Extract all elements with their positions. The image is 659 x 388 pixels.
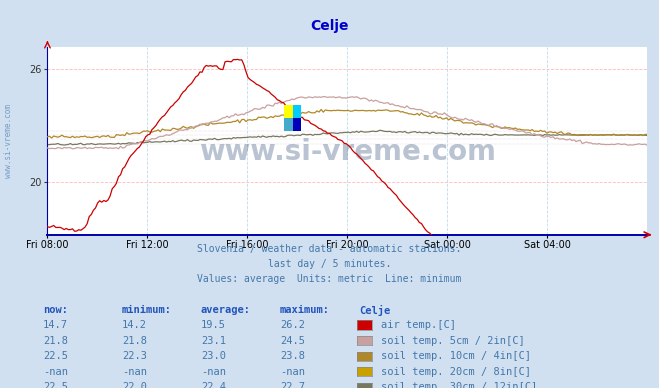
Text: -nan: -nan (122, 367, 147, 377)
Bar (293, 105, 301, 118)
Text: 22.5: 22.5 (43, 382, 68, 388)
Text: www.si-vreme.com: www.si-vreme.com (199, 138, 496, 166)
Text: 23.1: 23.1 (201, 336, 226, 346)
Text: -nan: -nan (201, 367, 226, 377)
Bar (284, 105, 293, 118)
Text: Values: average  Units: metric  Line: minimum: Values: average Units: metric Line: mini… (197, 274, 462, 284)
Text: 22.4: 22.4 (201, 382, 226, 388)
Text: now:: now: (43, 305, 68, 315)
Text: 22.3: 22.3 (122, 351, 147, 361)
Text: 24.5: 24.5 (280, 336, 305, 346)
Text: -nan: -nan (280, 367, 305, 377)
Text: air temp.[C]: air temp.[C] (381, 320, 456, 330)
Text: 21.8: 21.8 (43, 336, 68, 346)
Text: 23.0: 23.0 (201, 351, 226, 361)
Text: soil temp. 20cm / 8in[C]: soil temp. 20cm / 8in[C] (381, 367, 531, 377)
Text: 22.7: 22.7 (280, 382, 305, 388)
Text: soil temp. 10cm / 4in[C]: soil temp. 10cm / 4in[C] (381, 351, 531, 361)
Text: maximum:: maximum: (280, 305, 330, 315)
Text: -nan: -nan (43, 367, 68, 377)
Text: soil temp. 5cm / 2in[C]: soil temp. 5cm / 2in[C] (381, 336, 525, 346)
Bar (293, 118, 301, 131)
Bar (284, 118, 293, 131)
Text: 14.2: 14.2 (122, 320, 147, 330)
Text: minimum:: minimum: (122, 305, 172, 315)
Text: www.si-vreme.com: www.si-vreme.com (4, 104, 13, 178)
Text: soil temp. 30cm / 12in[C]: soil temp. 30cm / 12in[C] (381, 382, 537, 388)
Text: 26.2: 26.2 (280, 320, 305, 330)
Text: Celje: Celje (310, 19, 349, 33)
Text: 21.8: 21.8 (122, 336, 147, 346)
Text: average:: average: (201, 305, 251, 315)
Text: 19.5: 19.5 (201, 320, 226, 330)
Text: last day / 5 minutes.: last day / 5 minutes. (268, 259, 391, 269)
Text: 14.7: 14.7 (43, 320, 68, 330)
Text: 23.8: 23.8 (280, 351, 305, 361)
Text: 22.0: 22.0 (122, 382, 147, 388)
Text: 22.5: 22.5 (43, 351, 68, 361)
Text: Celje: Celje (359, 305, 390, 315)
Text: Slovenia / weather data - automatic stations.: Slovenia / weather data - automatic stat… (197, 244, 462, 255)
